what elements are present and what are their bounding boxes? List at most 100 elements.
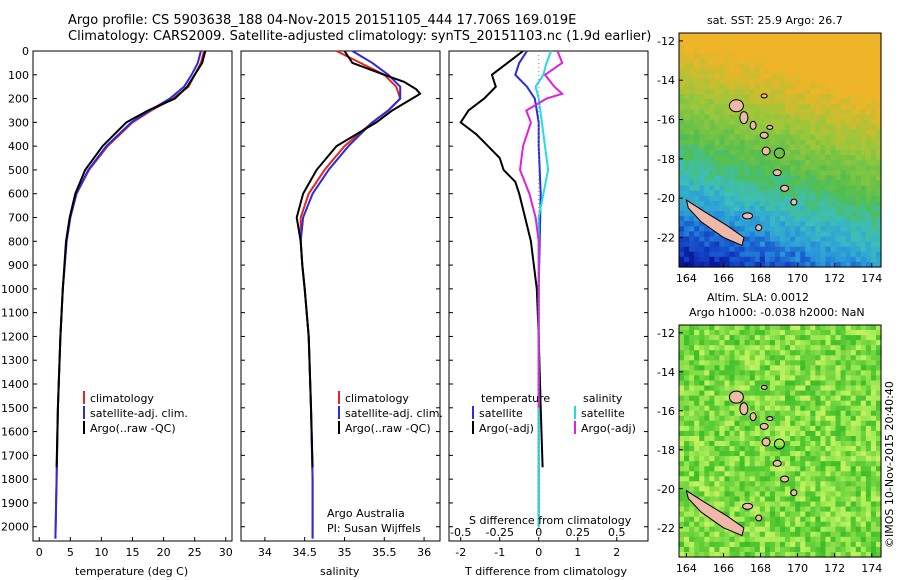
map-cell	[689, 355, 695, 361]
map-cell	[815, 486, 821, 492]
map-cell	[860, 345, 867, 351]
map-cell	[769, 48, 776, 54]
map-cell	[855, 451, 862, 457]
map-cell	[865, 552, 872, 558]
map-cell	[739, 511, 746, 518]
map-cell	[876, 226, 882, 232]
map-cell	[840, 340, 847, 346]
map-cell	[845, 68, 852, 75]
map-cell	[724, 536, 731, 543]
map-cell	[876, 58, 882, 65]
map-cell	[835, 330, 842, 336]
map-cell	[845, 180, 852, 187]
map-cell	[835, 185, 842, 192]
map-cell	[709, 175, 715, 182]
map-cell	[876, 180, 882, 187]
map-cell	[759, 410, 766, 417]
map-cell	[754, 68, 761, 75]
map-cell	[860, 155, 867, 161]
map-cell	[679, 526, 685, 533]
map-cell	[790, 471, 796, 477]
map-cell	[775, 552, 781, 558]
map-cell	[754, 246, 761, 253]
x-tick-label: 30	[219, 546, 233, 559]
map-cell	[724, 461, 731, 467]
map-cell	[800, 456, 806, 462]
map-cell	[855, 124, 862, 131]
map-cell	[855, 552, 862, 558]
map-cell	[835, 380, 842, 387]
map-cell	[795, 139, 801, 146]
map-cell	[780, 385, 786, 392]
map-cell	[855, 380, 862, 387]
map-cell	[835, 486, 842, 492]
map-cell	[775, 481, 781, 487]
map-cell	[699, 526, 705, 533]
map-cell	[800, 541, 806, 548]
map-cell	[704, 58, 710, 65]
map-cell	[689, 335, 695, 341]
map-cell	[785, 531, 791, 538]
map-cell	[749, 461, 756, 467]
map-cell	[684, 410, 690, 417]
map-cell	[754, 400, 761, 407]
map-cell	[734, 476, 741, 482]
map-cell	[876, 99, 882, 105]
map-cell	[684, 531, 690, 538]
map-cell	[734, 43, 741, 49]
map-cell	[855, 461, 862, 467]
map-cell	[815, 330, 821, 336]
map-cell	[764, 73, 771, 80]
map-cell	[790, 350, 796, 356]
map-cell	[870, 246, 877, 253]
map-cell	[820, 139, 826, 146]
map-cell	[785, 486, 791, 492]
map-cell	[780, 496, 786, 503]
map-cell	[714, 180, 720, 187]
map-cell	[699, 89, 705, 95]
map-cell	[790, 109, 796, 115]
map-cell	[694, 119, 700, 126]
map-cell	[865, 68, 872, 75]
map-cell	[729, 211, 736, 217]
map-cell	[840, 160, 847, 166]
map-cell	[785, 526, 791, 533]
map-cell	[855, 410, 862, 417]
map-cell	[820, 355, 826, 361]
map-cell	[840, 471, 847, 477]
map-cell	[790, 375, 796, 381]
map-cell	[719, 114, 725, 121]
map-cell	[790, 446, 796, 452]
map-cell	[845, 546, 852, 553]
map-cell	[694, 114, 700, 121]
map-cell	[876, 236, 882, 243]
map-cell	[855, 221, 862, 227]
map-cell	[840, 104, 847, 110]
map-cell	[805, 236, 811, 243]
map-cell	[800, 430, 806, 437]
map-cell	[764, 89, 771, 95]
map-cell	[744, 511, 751, 518]
map-cell	[840, 48, 847, 54]
map-cell	[699, 195, 705, 202]
map-cell	[739, 541, 746, 548]
map-cell	[724, 405, 731, 412]
map-cell	[744, 395, 751, 402]
map-cell	[845, 350, 852, 356]
map-cell	[780, 370, 786, 376]
map-cell	[845, 99, 852, 105]
map-cell	[795, 53, 801, 59]
map-cell	[820, 78, 826, 85]
map-cell	[780, 461, 786, 467]
map-cell	[785, 216, 791, 222]
map-cell	[759, 340, 766, 346]
map-cell	[759, 139, 766, 146]
map-cell	[739, 552, 746, 558]
map-cell	[709, 390, 715, 397]
map-cell	[825, 175, 832, 182]
map-cell	[684, 190, 690, 197]
map-cell	[689, 236, 695, 243]
map-cell	[825, 546, 832, 553]
map-cell	[835, 461, 842, 467]
map-cell	[724, 53, 731, 59]
